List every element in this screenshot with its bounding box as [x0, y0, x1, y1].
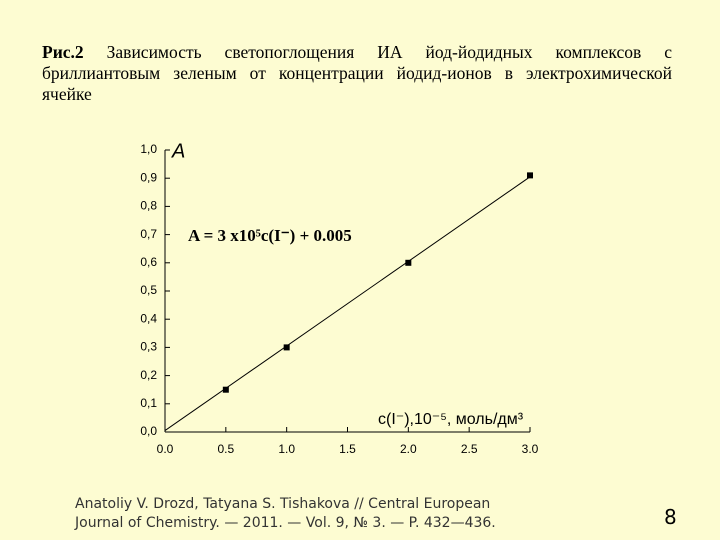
- data-point: [283, 344, 290, 351]
- data-point: [527, 172, 533, 179]
- caption-text: Зависимость светопоглощения ИА йод-йодид…: [42, 42, 673, 104]
- y-axis-label: A: [171, 140, 185, 162]
- y-tick-label: 0,8: [140, 199, 157, 213]
- data-point: [405, 259, 412, 266]
- x-tick-label: 0.0: [157, 442, 174, 456]
- citation: Anatoliy V. Drozd, Tatyana S. Tishakova …: [75, 496, 491, 512]
- equation: A = 3 x10⁵c(I⁻) + 0.005: [188, 226, 352, 245]
- y-tick-label: 0,0: [140, 424, 157, 438]
- page-number: 8: [664, 505, 677, 529]
- y-tick-label: 0,5: [140, 283, 157, 297]
- x-tick-label: 1.0: [278, 442, 295, 456]
- x-tick-label: 3.0: [522, 442, 539, 456]
- fit-line: [164, 176, 531, 432]
- x-tick-label: 2.5: [461, 442, 478, 456]
- y-tick-label: 0,7: [140, 227, 157, 241]
- x-tick-label: 2.0: [400, 442, 417, 456]
- y-tick-label: 0,9: [140, 170, 157, 184]
- x-tick-label: 0.5: [217, 442, 234, 456]
- y-tick-label: 0,2: [140, 368, 157, 382]
- y-tick-label: 0,3: [140, 340, 157, 354]
- x-tick-label: 1.5: [339, 442, 356, 456]
- y-tick-label: 0,6: [140, 255, 157, 269]
- y-tick-label: 0,4: [140, 311, 157, 325]
- citation: Journal of Chemistry. — 2011. — Vol. 9, …: [75, 515, 496, 531]
- figure-caption: Рис.2 Зависимость светопоглощения ИА йод…: [42, 42, 672, 105]
- x-axis-label: с(I⁻),10⁻⁵, моль/дм³: [378, 411, 524, 428]
- y-tick-label: 1,0: [140, 142, 157, 156]
- y-tick-label: 0,1: [140, 396, 157, 410]
- data-point: [222, 386, 229, 393]
- figure-label: Рис.2: [42, 42, 84, 62]
